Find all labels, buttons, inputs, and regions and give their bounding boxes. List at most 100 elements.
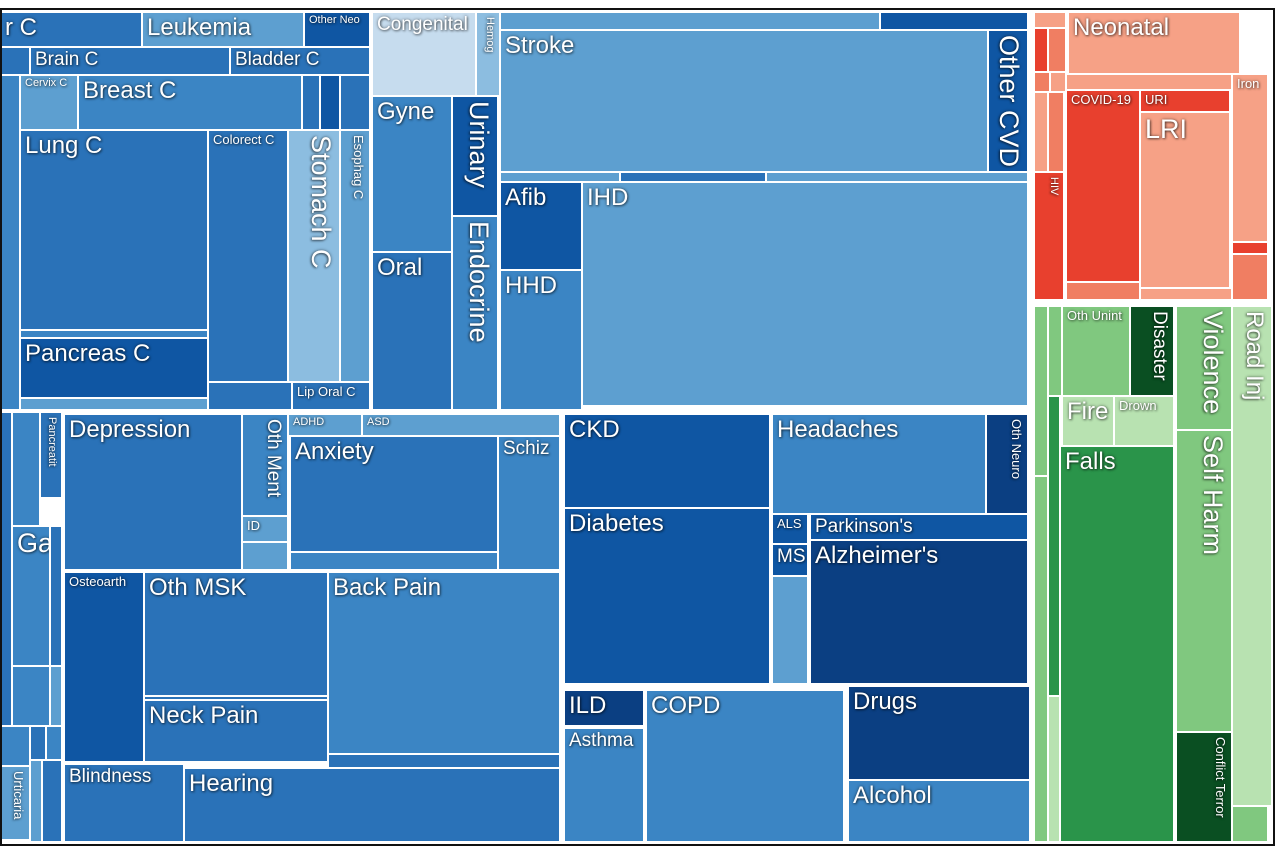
treemap-cell-minor: [0, 412, 12, 726]
treemap-label-ild: ILD: [569, 692, 607, 719]
treemap-cell-conflict-terror: Conflict Terror: [1176, 732, 1232, 842]
treemap-cell-r-c: r C: [0, 12, 142, 47]
treemap-cell-hearing: Hearing: [184, 768, 560, 842]
treemap-cell-minor: [500, 172, 620, 182]
treemap-label-copd: COPD: [651, 692, 721, 719]
treemap-cell-minor: [30, 760, 42, 842]
treemap-cell-disaster: Disaster: [1130, 306, 1174, 396]
treemap-label-uri: URI: [1145, 92, 1168, 107]
treemap-label-ckd: CKD: [569, 416, 620, 443]
treemap-cell-road-inj: Road Inj: [1232, 306, 1272, 806]
treemap-cell-oth-ment: Oth Ment: [242, 414, 288, 516]
treemap-label-oth-unint: Oth Unint: [1067, 308, 1122, 323]
treemap-label-als: ALS: [777, 516, 802, 531]
treemap-cell-depression: Depression: [64, 414, 242, 570]
treemap-label-self-harm: Self Harm: [1198, 435, 1228, 556]
treemap-label-osteoarth: Osteoarth: [69, 574, 127, 589]
treemap-cell-minor: [0, 47, 30, 75]
treemap-cell-fire: Fire: [1062, 396, 1114, 446]
treemap-cell-adhd: ADHD: [288, 414, 362, 436]
treemap-label-lip-oral-c: Lip Oral C: [297, 384, 356, 399]
treemap-cell-asthma: Asthma: [564, 728, 644, 842]
treemap-label-pancreas-c: Pancreas C: [25, 340, 151, 367]
treemap-cell-minor: [328, 754, 560, 768]
treemap-cell-minor: [1066, 282, 1140, 300]
treemap-label-alcohol: Alcohol: [853, 782, 932, 809]
treemap-label-hearing: Hearing: [189, 770, 274, 797]
treemap-label-congenital: Congenital: [377, 14, 468, 35]
treemap-cell-urticaria: Urticaria: [0, 766, 30, 840]
treemap-label-asthma: Asthma: [569, 730, 634, 751]
treemap-cell-headaches: Headaches: [772, 414, 986, 514]
treemap-cell-leukemia: Leukemia: [142, 12, 304, 47]
treemap-label-violence: Violence: [1198, 311, 1228, 415]
treemap-cell-ckd: CKD: [564, 414, 770, 508]
treemap-cell-minor: [0, 726, 30, 766]
treemap-cell-cervix-c: Cervix C: [20, 75, 78, 130]
treemap-label-parkinson-s: Parkinson's: [815, 516, 913, 537]
treemap-label-adhd: ADHD: [293, 416, 325, 428]
treemap-cell-congenital: Congenital: [372, 12, 476, 96]
treemap-cell-bladder-c: Bladder C: [230, 47, 370, 75]
treemap-label-falls: Falls: [1065, 448, 1116, 475]
treemap-cell-minor: [1048, 696, 1060, 842]
treemap-cell-minor: [290, 552, 498, 570]
treemap-label-iron: Iron: [1237, 76, 1260, 91]
treemap-cell-lri: LRI: [1140, 112, 1230, 288]
treemap-cell-esophag-c: Esophag C: [340, 130, 370, 382]
treemap-cell-minor: [880, 12, 1028, 30]
treemap-label-gall-bile: Gall Bile: [17, 528, 50, 558]
treemap-label-diabetes: Diabetes: [569, 510, 664, 537]
treemap-label-urinary: Urinary: [464, 101, 494, 189]
treemap-cell-minor: [500, 12, 880, 30]
treemap-label-esophag-c: Esophag C: [351, 135, 366, 200]
treemap-cell-minor: [1034, 72, 1050, 92]
treemap-cell-minor: [1140, 288, 1232, 300]
treemap-label-asd: ASD: [367, 416, 390, 428]
treemap-label-breast-c: Breast C: [83, 77, 177, 104]
treemap-cell-minor: [1034, 28, 1048, 72]
treemap-cell-anxiety: Anxiety: [290, 436, 498, 552]
treemap-label-lung-c: Lung C: [25, 132, 103, 159]
treemap-label-hiv: HIV: [1048, 177, 1060, 196]
treemap-cell-alzheimer-s: Alzheimer's: [810, 540, 1028, 684]
treemap-cell-lip-oral-c: Lip Oral C: [292, 382, 370, 410]
treemap-cell-minor: [620, 172, 766, 182]
treemap-label-disaster: Disaster: [1149, 311, 1170, 381]
treemap-cell-minor: [20, 330, 208, 338]
treemap-cell-lung-c: Lung C: [20, 130, 208, 330]
treemap-cell-colorect-c: Colorect C: [208, 130, 288, 382]
treemap-cell-oral: Oral: [372, 252, 452, 410]
treemap-cell-als: ALS: [772, 514, 808, 544]
treemap-cell-minor: [50, 526, 62, 666]
treemap-cell-ms: MS: [772, 544, 808, 576]
treemap-cell-back-pain: Back Pain: [328, 572, 560, 754]
treemap-cell-minor: [50, 666, 62, 726]
treemap-cell-minor: [46, 726, 62, 760]
treemap-label-neonatal: Neonatal: [1073, 14, 1170, 41]
treemap-cell-gall-bile: Gall Bile: [12, 526, 50, 666]
treemap-cell-minor: [320, 75, 340, 130]
treemap-cell-minor: [340, 75, 370, 130]
treemap-cell-other-cvd: Other CVD: [988, 30, 1028, 172]
treemap-cell-pancreas-c: Pancreas C: [20, 338, 208, 398]
treemap-label-headaches: Headaches: [777, 416, 899, 443]
treemap-cell-urinary: Urinary: [452, 96, 498, 216]
treemap-cell-brain-c: Brain C: [30, 47, 230, 75]
treemap-cell-minor: [1048, 396, 1060, 696]
treemap-cell-minor: [1048, 28, 1066, 72]
treemap-label-drown: Drown: [1119, 398, 1157, 413]
treemap-cell-minor: [242, 542, 288, 570]
treemap-label-ihd: IHD: [587, 184, 629, 211]
treemap-label-leukemia: Leukemia: [147, 14, 252, 41]
treemap-label-drugs: Drugs: [853, 688, 918, 715]
treemap-cell-osteoarth: Osteoarth: [64, 572, 144, 762]
treemap-cell-minor: [1034, 12, 1066, 28]
treemap-cell-pancreatit: Pancreatit: [40, 412, 62, 498]
treemap-cell-hemog: Hemog: [476, 12, 500, 96]
treemap-label-ms: MS: [777, 546, 806, 567]
treemap-label-cervix-c: Cervix C: [25, 77, 68, 89]
treemap-cell-stroke: Stroke: [500, 30, 988, 172]
treemap-label-conflict-terror: Conflict Terror: [1213, 737, 1228, 818]
